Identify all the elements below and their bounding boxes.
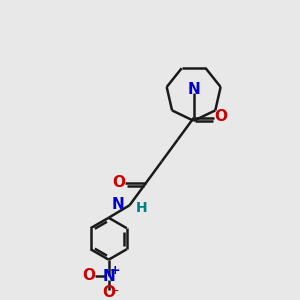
Text: O: O: [112, 175, 125, 190]
Text: +: +: [110, 264, 120, 277]
Text: N: N: [102, 269, 115, 284]
Text: O: O: [102, 285, 115, 300]
Text: O: O: [214, 109, 227, 124]
Text: ⁻: ⁻: [111, 286, 119, 300]
Text: N: N: [112, 196, 124, 211]
Text: O: O: [82, 268, 95, 283]
Text: N: N: [187, 82, 200, 97]
Text: H: H: [136, 201, 148, 214]
